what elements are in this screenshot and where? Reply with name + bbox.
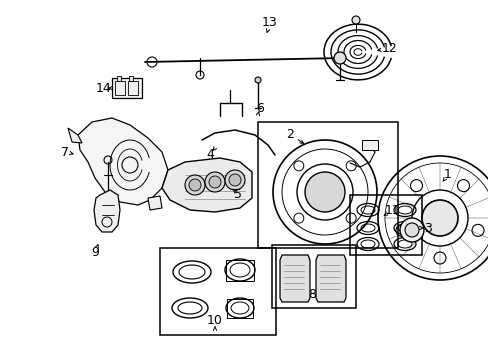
Circle shape	[399, 218, 423, 242]
Text: 2: 2	[285, 127, 293, 140]
Polygon shape	[94, 190, 120, 232]
Circle shape	[333, 52, 346, 64]
Circle shape	[404, 223, 418, 237]
Circle shape	[228, 174, 241, 186]
Circle shape	[184, 175, 204, 195]
Text: 3: 3	[423, 221, 431, 234]
Polygon shape	[68, 128, 82, 143]
Text: 8: 8	[307, 288, 315, 301]
Circle shape	[254, 77, 261, 83]
Bar	[225, 260, 253, 281]
Circle shape	[351, 16, 359, 24]
Polygon shape	[148, 196, 162, 210]
Bar	[361, 140, 377, 150]
Polygon shape	[162, 158, 251, 212]
Text: 13: 13	[262, 15, 277, 28]
Text: 11: 11	[385, 203, 400, 216]
Circle shape	[305, 172, 345, 212]
Polygon shape	[315, 255, 346, 302]
Bar	[112, 78, 142, 98]
Bar	[115, 81, 125, 95]
Text: 7: 7	[61, 145, 69, 158]
Circle shape	[208, 176, 221, 188]
Text: 9: 9	[91, 246, 99, 258]
Circle shape	[204, 172, 224, 192]
Circle shape	[189, 179, 201, 191]
Polygon shape	[78, 118, 168, 205]
Circle shape	[224, 170, 244, 190]
Bar	[226, 299, 252, 318]
Text: 6: 6	[256, 102, 264, 114]
Bar	[271, 245, 355, 308]
Text: 5: 5	[234, 188, 242, 201]
Bar	[117, 76, 121, 81]
Text: 4: 4	[205, 148, 214, 162]
Circle shape	[421, 200, 457, 236]
Bar	[258, 122, 397, 248]
Bar	[349, 195, 421, 255]
Text: 14: 14	[96, 81, 112, 94]
Text: 12: 12	[381, 41, 397, 54]
Text: 10: 10	[206, 314, 223, 327]
Polygon shape	[280, 255, 309, 302]
Bar	[160, 248, 275, 335]
Bar	[129, 76, 133, 81]
Text: 1: 1	[443, 168, 451, 181]
Bar	[128, 81, 138, 95]
